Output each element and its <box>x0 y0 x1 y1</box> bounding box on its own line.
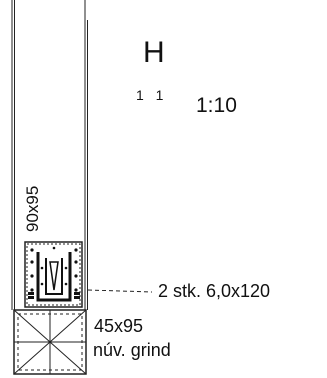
screw-markers <box>28 292 80 299</box>
connector-plate <box>24 241 83 308</box>
post-dimension-label: 90x95 <box>23 185 42 232</box>
fastener-note: 2 stk. 6,0x120 <box>158 281 271 301</box>
drawing-scale: 1:10 <box>196 94 237 117</box>
nail-holes <box>30 246 78 292</box>
section-title: H <box>143 36 165 69</box>
lower-member <box>13 309 87 375</box>
lower-member-dimension-label: 45x95 <box>94 316 144 336</box>
fastener-leader-line <box>87 289 153 293</box>
post-outline <box>11 0 88 310</box>
section-number: 1 1 <box>136 87 168 103</box>
lower-member-description: núv. grind <box>93 340 171 360</box>
